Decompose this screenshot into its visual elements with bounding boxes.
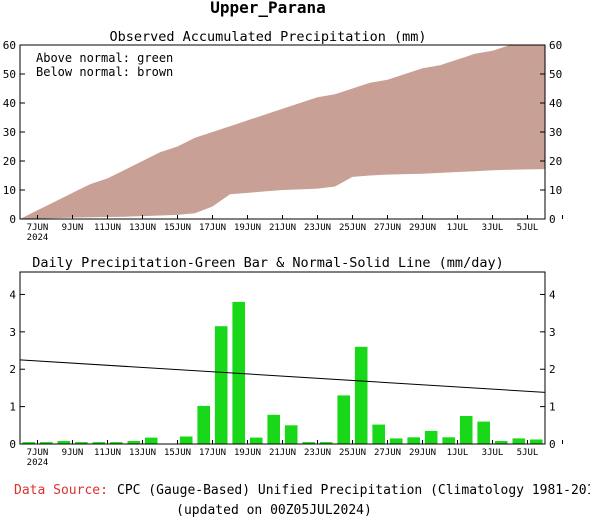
accumulated-y-label-right: 40 [549, 97, 562, 110]
daily-bar [110, 442, 123, 444]
accumulated-x-tick-label: 3JUL [482, 223, 504, 233]
accumulated-x-tick-label: 19JUN [234, 223, 261, 233]
legend-below-normal: Below normal: brown [36, 65, 173, 79]
accumulated-x-tick-label: 11JUN [94, 223, 121, 233]
daily-y-label-right: 2 [549, 363, 556, 376]
daily-bar [92, 442, 106, 444]
daily-x-tick-label: 3JUL [482, 448, 504, 458]
daily-bar [512, 438, 526, 444]
accumulated-y-label-left: 50 [3, 68, 16, 81]
accumulated-y-label-right: 20 [549, 155, 562, 168]
daily-x-tick-label: 5JUL [517, 448, 539, 458]
daily-bar [302, 442, 315, 444]
source-label: Data Source: [14, 483, 108, 498]
daily-x-tick-label: 25JUN [339, 448, 366, 458]
daily-x-tick-label: 27JUN [374, 448, 401, 458]
accumulated-x-tick-label: 1JUL [447, 223, 469, 233]
daily-y-label-left: 4 [9, 288, 16, 301]
daily-bar [127, 441, 141, 444]
accumulated-y-label-left: 30 [3, 126, 16, 139]
accumulated-x-tick-label: 9JUN [62, 223, 84, 233]
page-title: Upper_Parana [210, 0, 326, 17]
daily-bar [57, 441, 71, 444]
normal-line [19, 359, 546, 393]
daily-y-label-left: 1 [9, 401, 16, 414]
accumulated-y-label-left: 40 [3, 97, 16, 110]
daily-x-tick-label: 21JUN [269, 448, 296, 458]
daily-bar [442, 437, 455, 444]
accumulated-x-tick-label: 5JUL [517, 223, 539, 233]
daily-y-label-right: 4 [549, 288, 556, 301]
accumulated-x-tick-label: 23JUN [304, 223, 331, 233]
daily-y-label-left: 2 [9, 363, 16, 376]
below-normal-area [20, 45, 545, 219]
daily-y-label-left: 3 [9, 326, 16, 339]
accumulated-x-tick-label: 15JUN [164, 223, 191, 233]
daily-x-tick-label: 29JUN [409, 448, 436, 458]
daily-bar [337, 395, 350, 444]
accumulated-plot: 0 0 10 10 20 20 30 30 40 40 50 50 60 60 7JUN 9JUN 11JUN 1… [3, 39, 563, 243]
accumulated-y-label-right: 30 [549, 126, 562, 139]
accumulated-y-label-left: 60 [3, 39, 16, 52]
daily-x-tick-label: 17JUN [199, 448, 226, 458]
daily-bar [407, 437, 420, 444]
accumulated-x-tick-label: 21JUN [269, 223, 296, 233]
daily-y-label-left: 0 [9, 438, 16, 451]
accumulated-y-label-right: 50 [549, 68, 562, 81]
legend-above-normal: Above normal: green [36, 51, 173, 65]
daily-chart-title: Daily Precipitation-Green Bar & Normal-S… [32, 255, 503, 271]
accumulated-y-label-right: 10 [549, 184, 562, 197]
accumulated-chart-title: Observed Accumulated Precipitation (mm) [110, 29, 427, 45]
daily-bars [22, 301, 543, 444]
accumulated-x-tick-label: 17JUN [199, 223, 226, 233]
daily-x-year-label: 2024 [27, 458, 49, 468]
daily-x-tick-label: 11JUN [94, 448, 121, 458]
daily-bar [214, 326, 228, 444]
daily-x-tick-label: 15JUN [164, 448, 191, 458]
accumulated-y-label-left: 0 [9, 213, 16, 226]
daily-bar [267, 414, 280, 444]
accumulated-y-label-right: 0 [549, 213, 556, 226]
daily-plot: 0 0 1 1 2 2 3 3 4 4 7JUN 9JUN 11JUN 13JUN 15JUN 17JUN 19… [9, 271, 563, 468]
accumulated-x-tick-label: 7JUN [27, 223, 49, 233]
daily-bar [354, 346, 368, 444]
daily-bar [22, 442, 35, 444]
accumulated-x-tick-label: 27JUN [374, 223, 401, 233]
daily-bar [284, 425, 298, 444]
accumulated-y-label-left: 10 [3, 184, 16, 197]
daily-bar [249, 437, 263, 444]
source-text: CPC (Gauge-Based) Unified Precipitation … [117, 483, 590, 498]
accumulated-y-label-right: 60 [549, 39, 562, 52]
accumulated-x-year-label: 2024 [27, 233, 49, 243]
daily-x-tick-label: 7JUN [27, 448, 49, 458]
daily-bar [389, 438, 403, 444]
daily-bar [40, 442, 53, 444]
daily-bar [459, 416, 473, 444]
daily-y-label-right: 3 [549, 326, 556, 339]
daily-bar [75, 442, 88, 444]
daily-y-label-right: 0 [549, 438, 556, 451]
daily-bar [477, 421, 490, 444]
daily-x-tick-label: 1JUL [447, 448, 469, 458]
accumulated-x-tick-label: 13JUN [129, 223, 156, 233]
daily-x-tick-label: 23JUN [304, 448, 331, 458]
daily-bar [319, 442, 333, 444]
daily-bar [372, 424, 385, 444]
daily-bar [530, 439, 543, 444]
accumulated-x-tick-label: 29JUN [409, 223, 436, 233]
daily-x-tick-label: 19JUN [234, 448, 261, 458]
daily-y-label-right: 1 [549, 401, 556, 414]
daily-bar [197, 405, 210, 444]
daily-bar [424, 430, 438, 444]
daily-x-tick-label: 13JUN [129, 448, 156, 458]
daily-bar [179, 436, 193, 444]
daily-bar [144, 437, 158, 444]
accumulated-x-tick-label: 25JUN [339, 223, 366, 233]
daily-x-tick-label: 9JUN [62, 448, 84, 458]
updated-timestamp: (updated on 00Z05JUL2024) [176, 503, 372, 518]
daily-bar [494, 441, 508, 444]
accumulated-y-label-left: 20 [3, 155, 16, 168]
